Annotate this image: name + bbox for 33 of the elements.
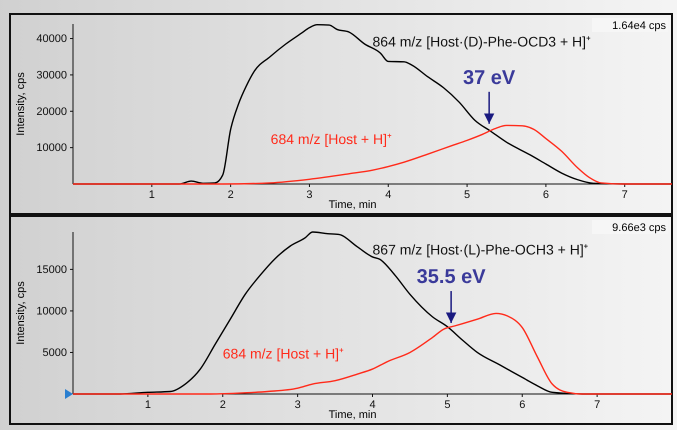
y-tick-label: 15000 xyxy=(36,264,67,276)
y-tick-label: 30000 xyxy=(36,69,67,82)
x-tick-label: 7 xyxy=(594,398,600,411)
y-axis-title: Intensity, cps xyxy=(15,72,27,136)
y-tick-label: 40000 xyxy=(36,33,67,46)
x-tick-label: 3 xyxy=(294,398,301,411)
x-tick-label: 6 xyxy=(542,188,549,201)
series-label: 684 m/z [Host + H]⁺ xyxy=(222,345,344,362)
x-tick-label: 1 xyxy=(144,398,151,411)
annotation: 37 eV xyxy=(463,66,516,89)
x-tick-label: 3 xyxy=(306,188,313,201)
y-tick-label: 5000 xyxy=(42,346,67,359)
annotation: 35.5 eV xyxy=(416,266,486,288)
series-label: 867 m/z [Host·(L)-Phe-OCH3 + H]⁺ xyxy=(372,242,589,258)
y-tick-label: 10000 xyxy=(36,305,67,318)
y-axis-title: Intensity, cps xyxy=(15,280,27,345)
x-tick-label: 2 xyxy=(228,188,234,201)
x-axis-title: Time, min xyxy=(328,199,376,211)
x-tick-label: 7 xyxy=(622,188,628,201)
x-axis-title: Time, min xyxy=(328,409,376,421)
x-tick-label: 2 xyxy=(220,398,226,411)
series-label: 684 m/z [Host + H]⁺ xyxy=(270,131,392,147)
series-label: 864 m/z [Host·(D)-Phe-OCD3 + H]⁺ xyxy=(372,33,592,50)
y-tick-label: 10000 xyxy=(36,142,67,154)
x-tick-label: 5 xyxy=(464,188,470,201)
x-tick-label: 4 xyxy=(385,188,392,201)
x-tick-label: 4 xyxy=(369,398,376,411)
annotation: 1.64e4 cps xyxy=(612,20,666,32)
x-tick-label: 5 xyxy=(444,398,450,411)
x-tick-label: 1 xyxy=(148,188,155,201)
annotation: 9.66e3 cps xyxy=(612,222,666,234)
y-tick-label: 20000 xyxy=(36,106,67,118)
x-tick-label: 6 xyxy=(519,398,526,411)
